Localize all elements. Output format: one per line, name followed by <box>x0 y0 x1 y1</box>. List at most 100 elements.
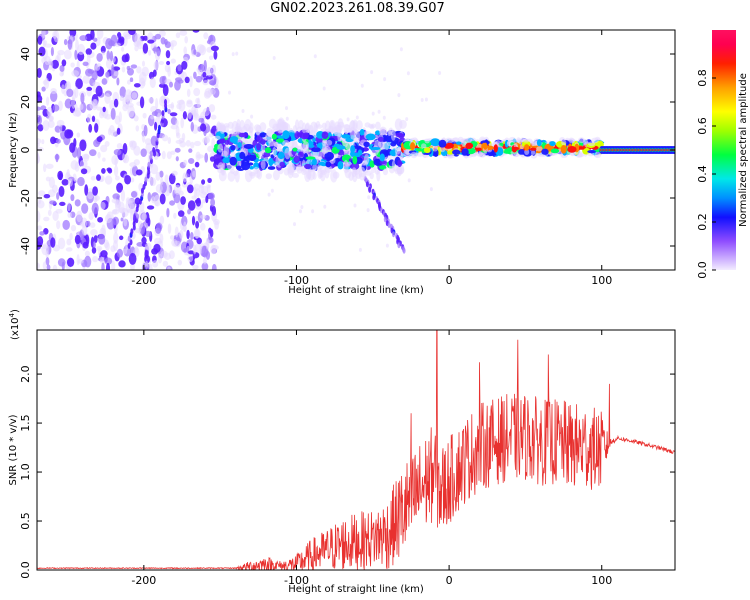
spectrogram-cell <box>567 146 577 153</box>
spectrogram-cell <box>420 98 424 102</box>
y-tick-label: 0.5 <box>19 512 32 530</box>
spectrogram-cell <box>337 161 344 170</box>
spectrogram-cell <box>207 145 215 153</box>
spectrogram-cell <box>111 198 119 204</box>
spectrogram-cell <box>141 212 147 221</box>
spectrogram-cell <box>208 80 217 86</box>
spectrogram-cell <box>182 111 188 120</box>
spectrogram-cell <box>194 161 200 168</box>
spectrogram-cell <box>159 193 166 205</box>
spectrogram-cell <box>293 222 296 227</box>
spectrogram-cell <box>300 205 304 210</box>
spectrogram-cell <box>219 124 226 134</box>
spectrogram-cell <box>173 212 177 219</box>
spectrogram-cell <box>235 51 239 56</box>
spectrogram-cell <box>56 220 61 230</box>
spectrogram-cell <box>144 230 152 238</box>
spectrogram-cell <box>193 71 197 79</box>
spectrogram-cell <box>326 139 333 146</box>
spectrogram-cell <box>374 130 381 136</box>
spectrogram-cell <box>162 260 169 267</box>
spectrogram-cell <box>148 97 155 104</box>
spectrogram-cell <box>355 115 359 120</box>
spectrogram-cell <box>373 165 378 170</box>
spectrogram-cell <box>224 139 230 146</box>
spectrogram-cell <box>524 149 530 155</box>
spectrogram-cell <box>383 216 387 223</box>
spectrogram-cell <box>138 71 147 84</box>
snr-axes: -200 -100 0 100 0.0 0.5 1.0 1.5 2.0 <box>19 330 675 587</box>
spectrogram-cell <box>356 120 363 131</box>
spectrogram-cell <box>231 52 235 57</box>
spectrogram-cell <box>100 201 106 210</box>
spectrogram-cell <box>71 70 80 77</box>
spectrogram-cell <box>151 111 159 117</box>
spectrogram-cell <box>465 142 474 149</box>
spectrogram-cell <box>410 142 416 151</box>
spectrogram-cell <box>127 243 131 249</box>
spectrogram-cell <box>130 191 138 198</box>
spectrogram-cell <box>149 177 157 187</box>
snr-xlabel: Height of straight line (km) <box>288 584 424 595</box>
spectrogram-cell <box>96 245 103 251</box>
spectrogram-cell <box>336 145 346 150</box>
spectrogram-cell <box>51 59 59 69</box>
spectrogram-cell <box>312 158 317 166</box>
spectrogram-cell <box>91 246 97 254</box>
spectrogram-cell <box>302 127 310 134</box>
spectrogram-cell <box>141 60 146 67</box>
spectrogram-cell <box>311 147 321 153</box>
spectrogram-cell <box>370 146 381 151</box>
spectrogram-cell <box>284 147 291 160</box>
spectrogram-cell <box>114 42 121 47</box>
spectrogram-cell <box>190 141 195 149</box>
spectrogram-cell <box>104 93 111 104</box>
spectrogram-cell <box>350 145 356 154</box>
spectrogram-cell <box>200 222 206 231</box>
spectrogram-cell <box>175 132 181 139</box>
spectrogram-cell <box>116 127 121 135</box>
spectrogram-cell <box>185 139 191 147</box>
spectrogram-cell <box>189 75 193 88</box>
spectrogram-cell <box>89 149 97 157</box>
spectrogram-cell <box>292 125 297 134</box>
spectrogram-cell <box>104 113 112 120</box>
spectrogram-cell <box>192 264 199 270</box>
spectrogram-cell <box>213 154 222 161</box>
spectrogram-cell <box>392 231 395 238</box>
spectrogram-cell <box>275 138 285 143</box>
x-tick-label: 100 <box>591 274 612 287</box>
spectrogram-cell <box>57 170 64 181</box>
spectrogram-cell <box>195 197 201 207</box>
spectrogram-cell <box>161 134 169 142</box>
spectrogram-cell <box>410 151 418 159</box>
spectrogram-cell <box>165 50 171 59</box>
spectrogram-cell <box>260 159 266 170</box>
spectrogram-cell <box>321 131 329 139</box>
spectrogram-cell <box>142 42 149 54</box>
spectrogram-cell <box>568 138 576 144</box>
spectrogram-cell <box>268 157 274 167</box>
spectrogram-cell <box>86 86 93 91</box>
spectrogram-cell <box>324 151 335 161</box>
spectrogram-cell <box>390 129 396 141</box>
spectrogram-cell <box>153 243 161 253</box>
spectrogram-cell <box>67 212 72 218</box>
spectrogram-cell <box>53 30 60 43</box>
spectrogram-cell <box>313 54 317 59</box>
spectrogram-cell <box>86 113 92 123</box>
spectrogram-cell <box>77 43 86 55</box>
spectrogram-cell <box>201 262 209 270</box>
spectrogram-cell <box>337 121 345 128</box>
spectrogram-cell <box>265 173 273 180</box>
x-tick-label: 0 <box>446 274 453 287</box>
spectrogram-cell <box>231 120 239 135</box>
spectrogram-cell <box>37 152 40 164</box>
spectrogram-cell <box>122 104 129 112</box>
spectrogram-cell <box>112 216 119 226</box>
spectrogram-cell <box>148 263 153 270</box>
y-tick-label: 40 <box>19 47 32 61</box>
spectrogram-cell <box>119 86 127 98</box>
spectrogram-cell <box>256 142 262 151</box>
snr-scale-label: (x104) <box>8 309 21 340</box>
